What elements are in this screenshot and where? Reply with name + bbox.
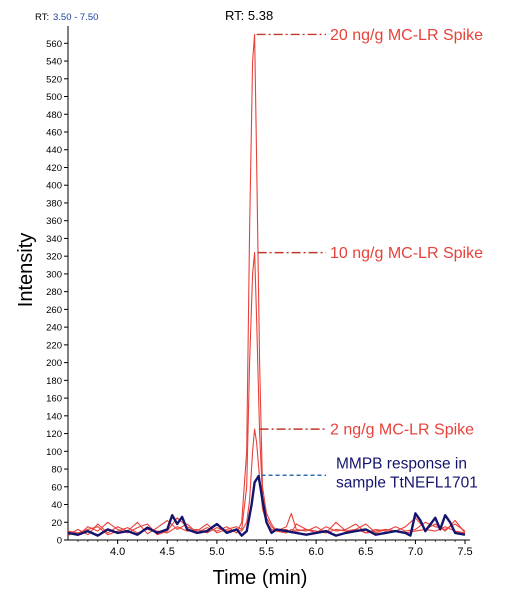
y-tick-label: 140 <box>46 411 62 422</box>
y-tick-label: 40 <box>51 500 62 511</box>
y-tick-label: 540 <box>46 57 62 68</box>
y-tick-label: 220 <box>46 340 62 351</box>
y-tick-label: 260 <box>46 305 62 316</box>
x-tick-label: 6.5 <box>358 546 373 558</box>
spike-annotation-label: 20 ng/g MC-LR Spike <box>330 27 483 44</box>
x-tick-label: 7.5 <box>457 546 472 558</box>
y-tick-label: 120 <box>46 429 62 440</box>
spike-annotation-label: 10 ng/g MC-LR Spike <box>330 245 483 262</box>
y-tick-label: 480 <box>46 110 62 121</box>
y-tick-label: 360 <box>46 216 62 227</box>
y-tick-label: 440 <box>46 145 62 156</box>
x-tick-label: 4.0 <box>110 546 125 558</box>
x-tick-label: 4.5 <box>160 546 175 558</box>
x-tick-label: 5.0 <box>209 546 224 558</box>
y-tick-label: 0 <box>57 536 62 547</box>
x-tick-label: 7.0 <box>408 546 423 558</box>
range-label-value: 3.50 - 7.50 <box>53 12 98 23</box>
y-axis-label: Intensity <box>15 233 37 307</box>
y-tick-label: 340 <box>46 234 62 245</box>
y-tick-label: 300 <box>46 269 62 280</box>
y-tick-label: 100 <box>46 447 62 458</box>
y-tick-label: 420 <box>46 163 62 174</box>
y-tick-label: 180 <box>46 376 62 387</box>
axes: 0 20 40 60 80 100 120 140 160 180 200 220 240 260 280 3… <box>46 26 473 558</box>
x-tick-label: 5.5 <box>259 546 274 558</box>
y-tick-label: 500 <box>46 92 62 103</box>
y-tick-label: 460 <box>46 128 62 139</box>
sample-annotation-line: MMPB response in <box>336 455 467 472</box>
y-tick-label: 400 <box>46 181 62 192</box>
y-tick-label: 320 <box>46 252 62 263</box>
y-tick-label: 240 <box>46 323 62 334</box>
x-tick-label: 6.0 <box>308 546 323 558</box>
range-label-prefix: RT: <box>35 12 49 23</box>
annotations: 20 ng/g MC-LR Spike 10 ng/g MC-LR Spike 2 … <box>256 27 483 491</box>
series-layer <box>67 33 466 537</box>
y-tick-label: 20 <box>51 518 62 529</box>
y-tick-label: 520 <box>46 74 62 85</box>
spike-annotation-label: 2 ng/g MC-LR Spike <box>330 422 474 439</box>
y-tick-label: 560 <box>46 39 62 50</box>
y-tick-label: 380 <box>46 198 62 209</box>
y-tick-label: 80 <box>51 465 62 476</box>
y-tick-label: 160 <box>46 394 62 405</box>
y-tick-label: 60 <box>51 482 62 493</box>
sample-annotation-line: sample TtNEFL1701 <box>336 474 478 491</box>
peak-label: RT: 5.38 <box>225 8 273 23</box>
series-10ng-line <box>67 252 466 537</box>
x-axis-label: Time (min) <box>213 567 308 589</box>
y-tick-label: 280 <box>46 287 62 298</box>
y-tick-label: 200 <box>46 358 62 369</box>
series-sample-line <box>67 474 466 537</box>
